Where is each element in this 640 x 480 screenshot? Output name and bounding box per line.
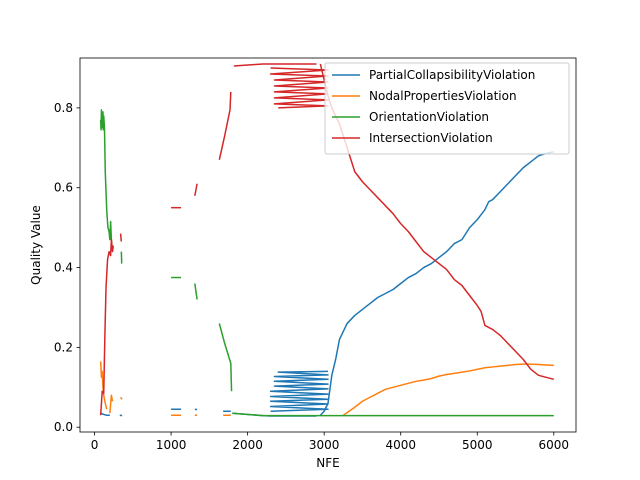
y-tick-label: 0.2	[54, 340, 73, 354]
legend-box	[324, 62, 570, 155]
series-3-segment-5	[233, 63, 317, 67]
x-axis-label: NFE	[316, 456, 339, 470]
y-axis-label: Quality Value	[29, 205, 43, 285]
x-tick-label: 5000	[462, 438, 493, 452]
series-0-segment-0	[100, 412, 110, 416]
y-tick-label: 0.0	[54, 420, 73, 434]
y-tick-label: 0.4	[54, 261, 73, 275]
x-tick-label: 6000	[539, 438, 570, 452]
series-1	[99, 361, 554, 416]
legend-label-2: OrientationViolation	[369, 110, 489, 124]
series-3-segment-4	[218, 91, 232, 160]
x-tick-label: 3000	[309, 438, 340, 452]
x-tick-label: 1000	[156, 438, 187, 452]
series-0-segment-7	[319, 151, 554, 416]
legend-label-1: NodalPropertiesViolation	[369, 89, 517, 103]
series-2	[99, 109, 554, 417]
series-1-segment-1	[109, 394, 114, 414]
series-2-segment-0	[99, 109, 113, 248]
series-1-segment-0	[99, 361, 108, 410]
y-axis: 0.0 0.2 0.4 0.6 0.8	[54, 101, 80, 434]
series-3-segment-3	[194, 183, 198, 196]
x-axis: 0 1000 2000 3000 4000 5000 6000	[91, 432, 569, 452]
x-tick-label: 2000	[232, 438, 263, 452]
series-1-segment-6	[342, 363, 554, 416]
series-3-segment-1	[119, 233, 123, 242]
series-3-segment-7	[319, 63, 554, 381]
series-2-segment-5	[232, 412, 554, 417]
y-tick-label: 0.8	[54, 101, 73, 115]
series-0-segment-6	[269, 370, 329, 412]
x-tick-label: 0	[91, 438, 99, 452]
plot-frame	[79, 57, 577, 433]
x-tick-label: 4000	[385, 438, 416, 452]
legend-label-3: IntersectionViolation	[369, 131, 493, 145]
legend: PartialCollapsibilityViolation NodalPrope…	[324, 62, 570, 155]
series-3-segment-0	[99, 238, 115, 416]
y-tick-label: 0.6	[54, 181, 73, 195]
series-1-segment-2	[119, 396, 123, 400]
legend-label-0: PartialCollapsibilityViolation	[369, 68, 535, 82]
series-2-segment-3	[194, 283, 198, 300]
series-2-segment-4	[218, 323, 233, 392]
